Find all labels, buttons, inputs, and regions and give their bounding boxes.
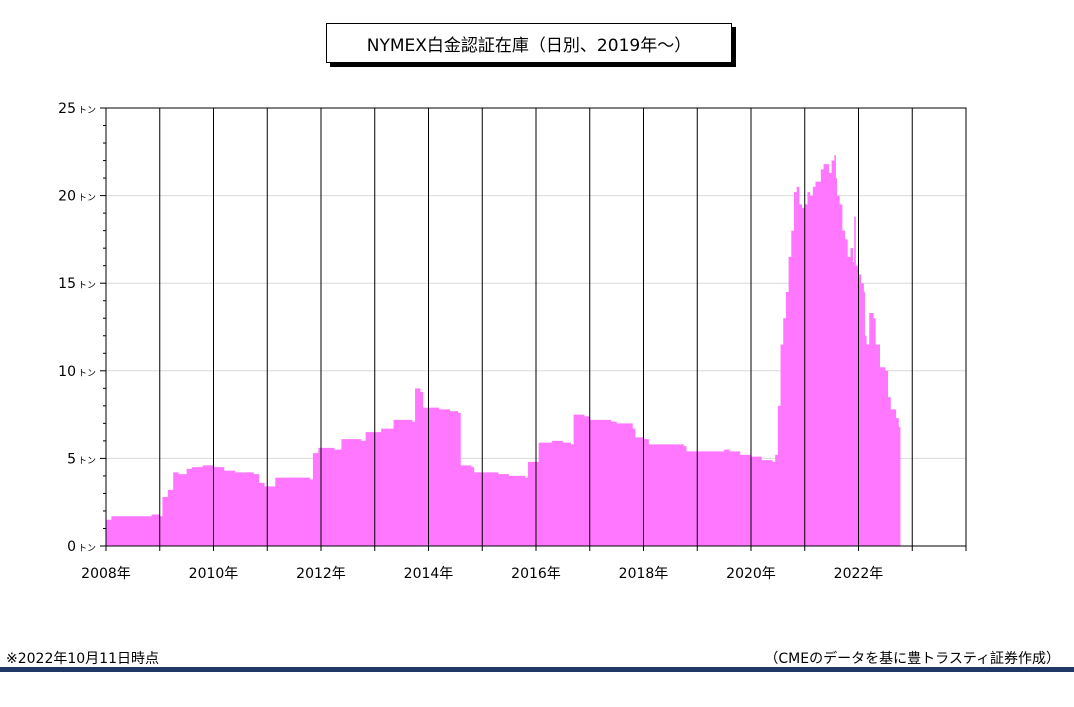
area-series-fill (106, 155, 901, 546)
y-tick-label: 5 (67, 451, 76, 467)
x-tick-label: 2022年 (834, 566, 884, 582)
y-tick-label: 25 (58, 101, 76, 117)
y-tick-label: 10 (58, 364, 76, 380)
y-tick-unit: トン (78, 106, 96, 116)
stock-area-series (106, 155, 901, 546)
y-tick-unit: トン (78, 194, 96, 204)
source-note: （CMEのデータを基に豊トラスティ証券作成） (764, 651, 1060, 667)
x-tick-label: 2010年 (189, 566, 239, 582)
y-tick-unit: トン (78, 281, 96, 291)
y-tick-unit: トン (78, 544, 96, 554)
y-tick-unit: トン (78, 456, 96, 466)
y-tick-label: 20 (58, 189, 76, 205)
x-tick-label: 2016年 (511, 566, 561, 582)
y-tick-label: 0 (67, 539, 76, 555)
x-tick-label: 2020年 (726, 566, 776, 582)
x-tick-label: 2018年 (619, 566, 669, 582)
y-tick-unit: トン (78, 369, 96, 379)
chart-title-box: NYMEX白金認証在庫（日別、2019年～） (326, 23, 732, 63)
vertical-year-gridlines (159, 108, 913, 546)
x-tick-label: 2014年 (404, 566, 454, 582)
x-tick-label: 2008年 (81, 566, 131, 582)
chart-title: NYMEX白金認証在庫（日別、2019年～） (366, 35, 692, 56)
footer-divider (0, 667, 1074, 672)
x-tick-label: 2012年 (296, 566, 346, 582)
as-of-note: ※2022年10月11日時点 (6, 651, 159, 667)
y-tick-label: 15 (58, 276, 76, 292)
x-axis-ticks: 2008年 2010年 2012年 2014年 2016年 2018年 2020年 2022年 (81, 546, 967, 582)
